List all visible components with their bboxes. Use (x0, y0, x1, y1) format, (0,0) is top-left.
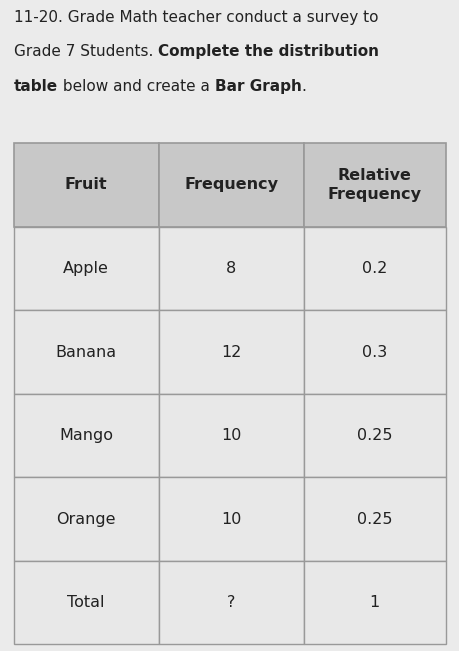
Bar (158, 561, 303, 644)
Text: below and create a: below and create a (58, 79, 214, 94)
Text: Grade 7 Students.: Grade 7 Students. (14, 44, 158, 59)
Bar (303, 477, 445, 561)
Bar (158, 311, 303, 394)
Bar (14, 143, 158, 227)
Bar (303, 311, 445, 394)
Text: table: table (14, 79, 58, 94)
Text: Apple: Apple (63, 261, 109, 276)
Bar (303, 143, 445, 227)
Bar (14, 561, 158, 644)
Text: 0.25: 0.25 (356, 428, 392, 443)
Text: Total: Total (67, 595, 105, 610)
Bar (303, 561, 445, 644)
Text: Frequency: Frequency (184, 178, 278, 193)
Text: Banana: Banana (56, 344, 117, 359)
Bar (158, 227, 303, 311)
Text: Fruit: Fruit (65, 178, 107, 193)
Bar (303, 227, 445, 311)
Text: Complete the distribution: Complete the distribution (158, 44, 378, 59)
Bar (158, 477, 303, 561)
Text: 1: 1 (369, 595, 379, 610)
Bar (14, 227, 158, 311)
Text: 8: 8 (225, 261, 235, 276)
Bar (14, 394, 158, 477)
Bar (14, 477, 158, 561)
Text: ?: ? (226, 595, 235, 610)
Text: .: . (301, 79, 306, 94)
Text: 10: 10 (220, 428, 241, 443)
Text: 0.3: 0.3 (361, 344, 386, 359)
Bar (158, 143, 303, 227)
Bar (14, 311, 158, 394)
Bar (158, 394, 303, 477)
Text: Bar Graph: Bar Graph (214, 79, 301, 94)
Bar (303, 394, 445, 477)
Text: 10: 10 (220, 512, 241, 527)
Text: Mango: Mango (59, 428, 113, 443)
Text: 0.2: 0.2 (361, 261, 386, 276)
Text: Relative
Frequency: Relative Frequency (327, 168, 421, 202)
Text: 0.25: 0.25 (356, 512, 392, 527)
Text: 12: 12 (220, 344, 241, 359)
Text: 11-20. Grade Math teacher conduct a survey to: 11-20. Grade Math teacher conduct a surv… (14, 10, 377, 25)
Text: Orange: Orange (56, 512, 116, 527)
